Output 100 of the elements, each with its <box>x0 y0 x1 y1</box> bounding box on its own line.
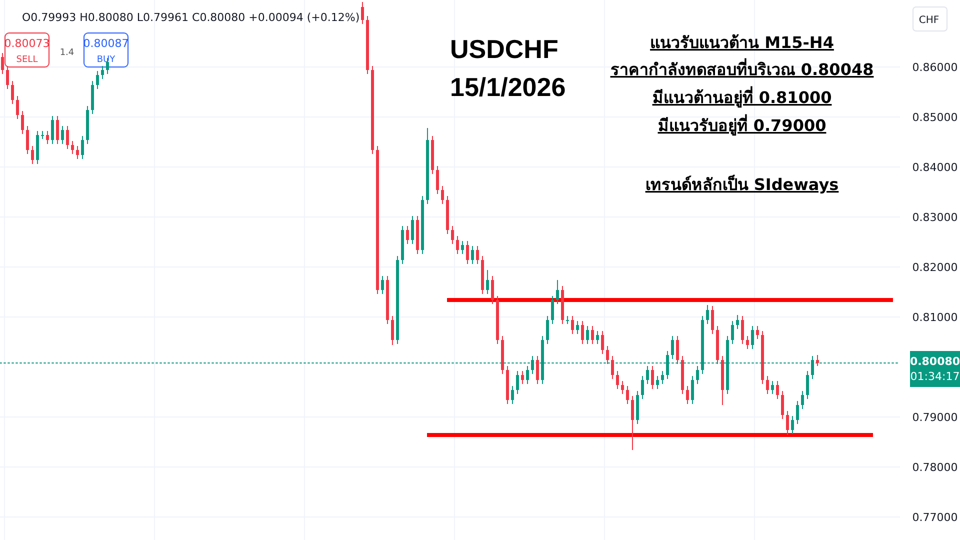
candlestick <box>516 370 519 394</box>
candlestick <box>676 336 679 364</box>
candlestick <box>11 80 14 104</box>
candlestick <box>696 366 699 384</box>
candlestick <box>536 356 539 384</box>
candlestick <box>556 280 559 304</box>
candlestick <box>81 136 84 160</box>
candlestick <box>741 316 744 344</box>
candlestick <box>486 270 489 294</box>
text: 01:34:17 <box>910 370 960 383</box>
annotation: ราคากำลังทดสอบที่บริเวณ 0.80048 <box>610 58 874 79</box>
annotation: O0.79993 H0.80080 L0.79961 C0.80080 +0.00094 (+0.12%) <box>22 11 360 24</box>
candlestick <box>61 126 64 144</box>
y-tick-label: 0.81000 <box>912 311 958 324</box>
annotation: 1.4 <box>60 48 74 58</box>
y-tick-label: 0.85000 <box>912 111 958 124</box>
candlestick <box>551 296 554 324</box>
candlestick <box>601 330 604 354</box>
candlestick <box>616 370 619 390</box>
candlestick <box>571 316 574 334</box>
candlestick <box>1 52 4 74</box>
candlestick <box>661 370 664 384</box>
candlestick <box>766 376 769 394</box>
candlestick <box>66 126 69 150</box>
candlestick <box>711 306 714 334</box>
candlestick <box>591 326 594 344</box>
candlestick <box>411 216 414 244</box>
candlestick <box>596 330 599 344</box>
ref-line-label: 0.80080 <box>910 355 960 368</box>
candlestick <box>691 376 694 404</box>
candlestick <box>651 366 654 390</box>
candlestick <box>646 366 649 384</box>
candlestick <box>611 356 614 380</box>
candlestick <box>576 320 579 334</box>
candlestick <box>526 366 529 384</box>
candlestick <box>756 326 759 340</box>
candlestick <box>641 376 644 400</box>
candlestick <box>461 240 464 254</box>
y-tick-label: 0.78000 <box>912 461 958 474</box>
annotation: มีแนวต้านอยู่ที่ 0.81000 <box>652 86 832 109</box>
candlestick <box>491 276 494 304</box>
candlestick <box>391 316 394 346</box>
candlestick <box>816 354 819 366</box>
candlestick <box>776 380 779 400</box>
candlestick <box>6 66 9 90</box>
candlestick <box>781 390 784 420</box>
annotation: แนวรับแนวต้าน M15-H4 <box>650 33 834 52</box>
annotation: มีแนวรับอยู่ที่ 0.79000 <box>658 114 826 137</box>
candlestick <box>751 326 754 350</box>
candlestick <box>686 386 689 404</box>
annotation: SELL <box>16 55 38 65</box>
candlestick <box>26 126 29 154</box>
candlestick <box>771 380 774 394</box>
candlestick <box>731 320 734 344</box>
text: USDCHF <box>450 34 558 64</box>
candlestick <box>736 314 739 330</box>
y-tick-label: 0.79000 <box>912 411 958 424</box>
candlestick <box>71 140 74 154</box>
candlestick <box>76 146 79 160</box>
candlestick <box>626 386 629 404</box>
candlestick <box>96 70 99 90</box>
candlestick <box>441 186 444 204</box>
candlestick <box>521 370 524 384</box>
candlestick <box>31 146 34 164</box>
candlestick <box>806 370 809 400</box>
y-tick-label: 0.86000 <box>912 61 958 74</box>
candlestick <box>671 336 674 360</box>
candlestick <box>466 240 469 264</box>
text: CHF <box>918 15 940 26</box>
candlestick <box>791 416 794 434</box>
candlestick <box>436 166 439 194</box>
candlestick <box>786 410 789 436</box>
candlestick <box>746 336 749 350</box>
candlestick <box>451 226 454 244</box>
candlestick <box>801 390 804 410</box>
candlestick <box>606 346 609 364</box>
annotation: 0.80073 <box>4 37 50 50</box>
candlestick <box>656 376 659 390</box>
candlestick <box>101 66 104 80</box>
y-tick-label: 0.84000 <box>912 161 958 174</box>
y-tick-label: 0.83000 <box>912 211 958 224</box>
candlestick <box>586 326 589 344</box>
candlestick <box>546 316 549 344</box>
candlestick <box>631 396 634 450</box>
annotation: เทรนด์หลักเป็น SIdeways <box>645 173 839 194</box>
candlestick <box>456 236 459 254</box>
candlestick <box>361 2 364 24</box>
candlestick <box>471 246 474 264</box>
candlestick <box>406 226 409 244</box>
candlestick <box>511 386 514 404</box>
candlestick <box>46 130 49 144</box>
y-tick-label: 0.77000 <box>912 511 958 524</box>
candlestick <box>56 116 59 144</box>
candlestick <box>621 380 624 394</box>
annotation: 0.80087 <box>83 37 129 50</box>
candlestick <box>476 246 479 264</box>
candlestick <box>796 400 799 424</box>
candlestick <box>16 96 19 120</box>
candlestick <box>21 110 24 134</box>
text: 15/1/2026 <box>450 72 566 102</box>
